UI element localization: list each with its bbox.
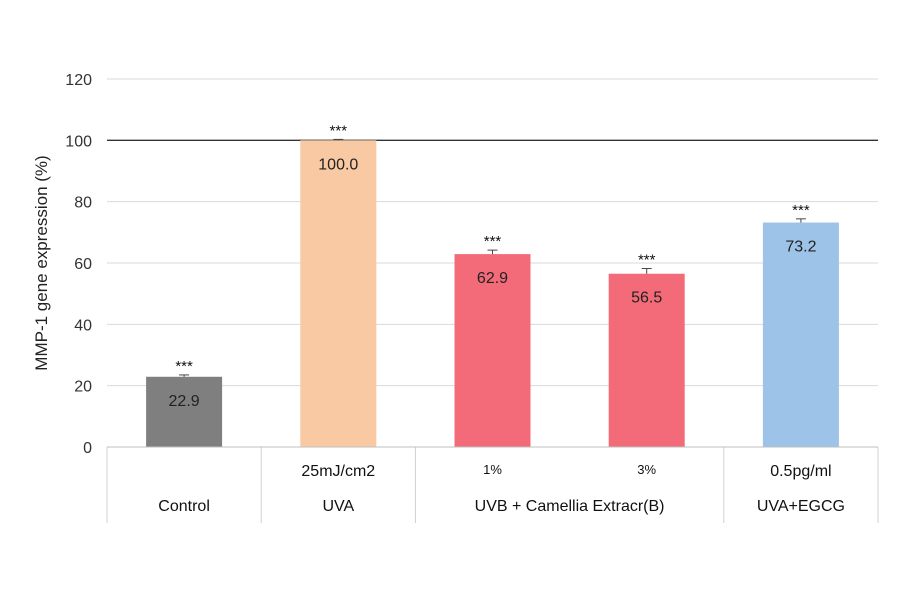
bar bbox=[146, 376, 223, 447]
data-label: 62.9 bbox=[477, 270, 508, 287]
significance-label: *** bbox=[175, 358, 193, 375]
significance-label: *** bbox=[484, 233, 502, 250]
y-tick-label: 120 bbox=[65, 72, 92, 89]
dose-label: 1% bbox=[483, 462, 502, 477]
bar bbox=[300, 140, 377, 448]
group-label: UVA+EGCG bbox=[757, 498, 845, 515]
y-tick-label: 60 bbox=[74, 256, 92, 273]
significance-label: *** bbox=[638, 252, 656, 269]
y-axis-label: MMP-1 gene expression (%) bbox=[32, 155, 51, 370]
significance-label: *** bbox=[792, 202, 810, 219]
dose-label: 0.5pg/ml bbox=[770, 463, 831, 480]
data-label: 56.5 bbox=[631, 290, 662, 307]
data-label: 100.0 bbox=[318, 156, 358, 173]
bars: *** 22.9 *** 100.0 *** 62.9 *** 56.5 *** 73.2 bbox=[146, 122, 839, 448]
y-tick-label: 0 bbox=[83, 440, 92, 457]
group-label: UVA bbox=[322, 498, 354, 515]
group-label: Control bbox=[158, 498, 210, 515]
y-tick-label: 100 bbox=[65, 133, 92, 150]
bar bbox=[454, 254, 531, 447]
y-tick-label: 80 bbox=[74, 195, 92, 212]
dose-label: 3% bbox=[637, 462, 656, 477]
dose-label: 25mJ/cm2 bbox=[301, 463, 375, 480]
y-tick-label: 40 bbox=[74, 317, 92, 334]
y-tick-label: 20 bbox=[74, 379, 92, 396]
group-label: UVB + Camellia Extracr(B) bbox=[475, 498, 665, 515]
bar bbox=[608, 273, 685, 447]
data-label: 73.2 bbox=[785, 239, 816, 256]
y-axis-ticks: 0 20 40 60 80 100 120 bbox=[65, 72, 92, 457]
category-table: 25mJ/cm2 1% 3% 0.5pg/ml Control UVA UVB + Came… bbox=[106, 446, 879, 523]
bar bbox=[762, 222, 839, 447]
significance-label: *** bbox=[330, 122, 348, 139]
data-label: 22.9 bbox=[169, 393, 200, 410]
